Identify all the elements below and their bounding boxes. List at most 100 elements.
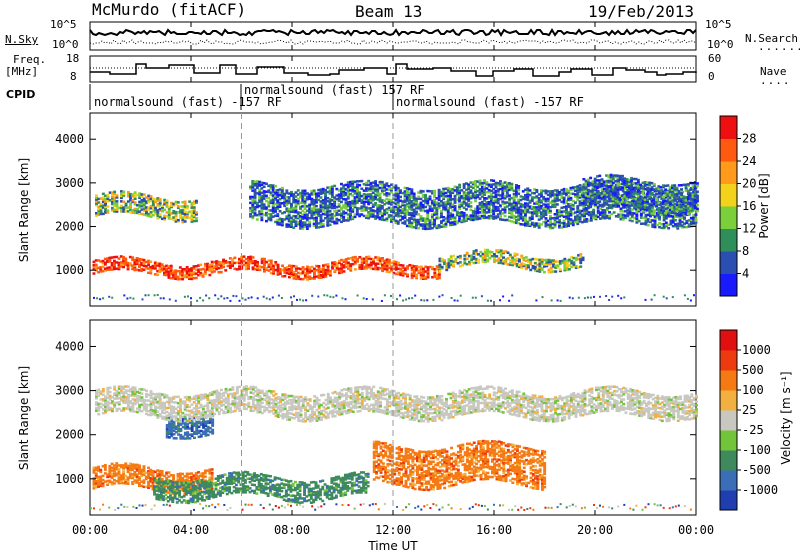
echo-cell — [185, 266, 189, 269]
echo-cell — [335, 187, 339, 191]
echo-cell — [346, 202, 350, 206]
echo-cell — [285, 189, 289, 192]
echo-cell — [365, 259, 369, 262]
echo-cell — [113, 255, 116, 259]
echo-cell — [680, 209, 683, 212]
echo-cell — [572, 265, 576, 268]
echo-cell — [521, 196, 525, 199]
echo-cell — [308, 277, 312, 280]
echo-cell — [641, 191, 645, 195]
echo-cell — [310, 202, 314, 206]
echo-cell — [294, 273, 298, 276]
echo-cell — [136, 207, 139, 211]
echo-cell — [317, 270, 321, 273]
echo-cell — [378, 204, 382, 207]
echo-cell — [308, 197, 312, 200]
echo-cell — [596, 196, 599, 200]
echo-cell — [444, 205, 448, 208]
echo-cell — [453, 199, 457, 202]
echo-cell — [135, 463, 139, 467]
echo-cell — [485, 216, 489, 219]
echo-cell — [499, 197, 502, 201]
echo-cell — [630, 208, 634, 211]
echo-cell — [567, 217, 571, 220]
echo-cell — [449, 217, 452, 221]
echo-cell — [412, 194, 416, 198]
echo-cell — [331, 267, 334, 270]
echo-cell — [294, 267, 298, 270]
echo-cell — [589, 189, 593, 193]
echo-cell — [661, 211, 665, 215]
echo-cell — [643, 182, 647, 185]
echo-cell — [634, 199, 638, 203]
echo-cell — [269, 267, 273, 271]
echo-cell — [462, 200, 466, 203]
echo-cell — [149, 211, 153, 214]
echo-cell — [537, 203, 541, 206]
echo-cell — [487, 217, 491, 220]
echo-cell — [621, 196, 624, 199]
echo-cell — [197, 264, 200, 267]
echo-cell — [145, 211, 148, 215]
echo-cell — [347, 267, 350, 270]
echo-cell — [294, 224, 298, 227]
echo-cell — [582, 188, 586, 191]
echo-cell — [108, 471, 112, 474]
echo-cell — [655, 200, 659, 204]
echo-cell — [502, 262, 505, 265]
echo-cell — [683, 208, 686, 211]
echo-cell — [424, 218, 427, 222]
echo-cell — [582, 203, 586, 207]
echo-cell — [131, 256, 135, 259]
echo-cell — [511, 260, 515, 263]
echo-cell — [580, 185, 584, 189]
echo-cell — [119, 255, 123, 258]
echo-cell — [417, 269, 421, 272]
echo-cell — [619, 207, 623, 210]
echo-cell — [324, 268, 328, 272]
echo-cell — [278, 270, 282, 273]
echo-cell — [283, 203, 287, 206]
echo-cell — [392, 263, 396, 267]
echo-cell — [249, 255, 253, 259]
echo-cell — [561, 259, 565, 263]
colorbar-swatch — [720, 183, 737, 207]
echo-cell — [349, 200, 352, 204]
echo-cell — [319, 208, 323, 211]
echo-cell — [153, 267, 157, 270]
echo-cell — [549, 268, 553, 272]
echo-cell — [385, 192, 389, 195]
echo-cell — [106, 205, 110, 208]
echo-cell — [260, 187, 264, 190]
echo-cell — [115, 204, 119, 207]
echo-cell — [453, 206, 457, 210]
echo-cell — [403, 200, 407, 204]
echo-cell — [433, 269, 437, 272]
echo-cell — [399, 191, 402, 194]
echo-cell — [630, 202, 634, 205]
echo-cell — [144, 294, 147, 297]
echo-cell — [520, 254, 524, 258]
echo-cell — [365, 258, 369, 261]
echo-cell — [658, 222, 661, 225]
echo-cell — [312, 217, 316, 220]
echo-cell — [589, 181, 593, 185]
echo-cell — [360, 265, 364, 269]
echo-cell — [437, 273, 441, 276]
echo-cell — [426, 268, 430, 271]
echo-cell — [167, 215, 171, 218]
echo-cell — [167, 209, 171, 212]
echo-cell — [349, 214, 352, 218]
echo-cell — [346, 189, 350, 192]
echo-cell — [660, 201, 664, 204]
echo-cell — [611, 176, 615, 179]
echo-cell — [281, 268, 284, 272]
echo-cell — [468, 262, 471, 266]
echo-cell — [167, 272, 171, 275]
echo-cell — [596, 209, 600, 213]
echo-cell — [113, 266, 116, 269]
echo-cell — [199, 474, 203, 478]
echo-cell — [342, 270, 346, 273]
echo-cell — [469, 214, 473, 217]
echo-cell — [675, 188, 679, 191]
